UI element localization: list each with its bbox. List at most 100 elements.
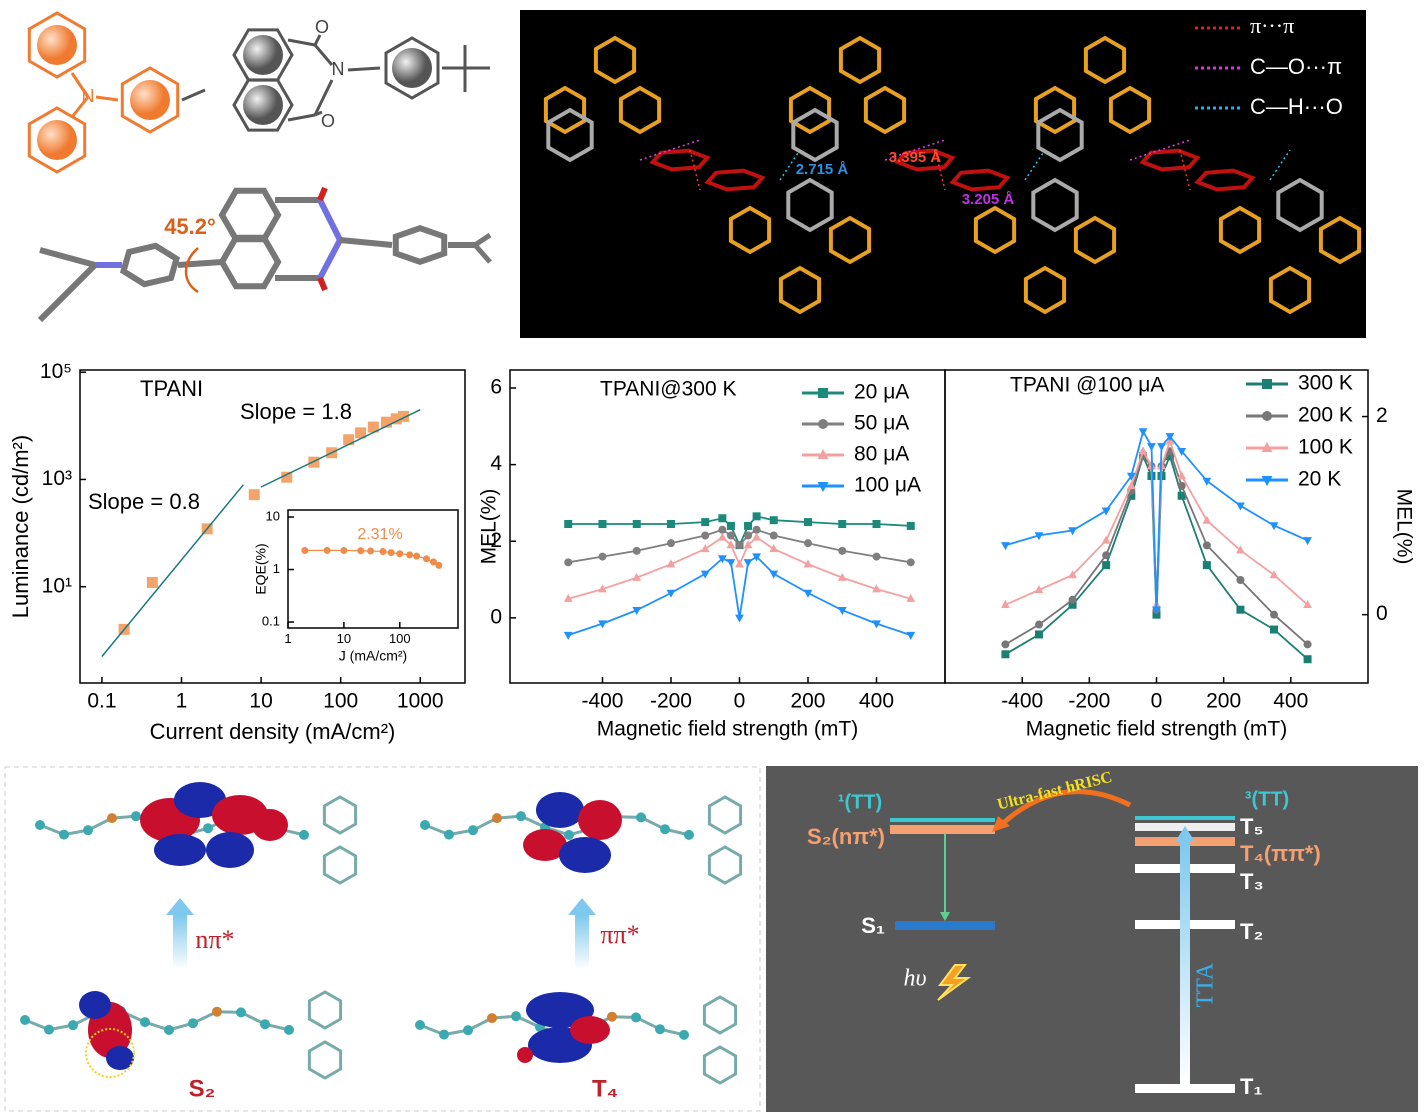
y-axis-label: MEL(%) bbox=[1392, 489, 1415, 565]
inset-background bbox=[288, 510, 458, 628]
annotation: TPANI bbox=[140, 376, 203, 401]
marker bbox=[872, 584, 881, 593]
decoration bbox=[79, 991, 111, 1019]
marker bbox=[752, 525, 761, 534]
decoration bbox=[570, 1016, 610, 1044]
marker bbox=[632, 607, 642, 616]
marker bbox=[666, 539, 675, 548]
marker bbox=[1202, 561, 1211, 570]
decoration bbox=[37, 120, 77, 160]
marker bbox=[726, 540, 736, 549]
decoration bbox=[890, 825, 995, 834]
decoration bbox=[1139, 148, 1201, 172]
decoration bbox=[487, 1013, 497, 1024]
decoration bbox=[206, 832, 254, 868]
y-tick-label: 10⁵ bbox=[40, 360, 72, 383]
marker bbox=[563, 593, 573, 602]
decoration bbox=[322, 795, 358, 835]
level-label: T₂ bbox=[1240, 919, 1263, 944]
distance-label: 3.395 Å bbox=[889, 149, 942, 166]
state-label: S₂ bbox=[189, 1075, 216, 1102]
atom-label: O bbox=[315, 17, 329, 37]
marker bbox=[367, 421, 379, 433]
legend-label: 50 μA bbox=[854, 412, 909, 435]
decoration bbox=[884, 139, 946, 161]
marker bbox=[1177, 481, 1186, 490]
decoration bbox=[307, 1040, 343, 1080]
y-axis-label: EQE(%) bbox=[253, 543, 269, 594]
decoration bbox=[618, 85, 662, 135]
marker bbox=[701, 518, 710, 527]
marker bbox=[1035, 620, 1043, 629]
decoration bbox=[232, 78, 294, 132]
marker bbox=[357, 547, 365, 555]
decoration bbox=[415, 1020, 425, 1030]
marker bbox=[632, 572, 642, 581]
decoration bbox=[260, 1019, 270, 1030]
level-label: T₃ bbox=[1240, 869, 1264, 894]
x-tick-label: -200 bbox=[650, 689, 692, 712]
marker bbox=[743, 559, 753, 568]
distance-label: 3.205 Å bbox=[962, 191, 1015, 208]
legend-label: C—H···O bbox=[1250, 94, 1343, 119]
decoration bbox=[937, 964, 972, 1001]
series-line bbox=[1005, 429, 1308, 610]
decoration bbox=[468, 825, 478, 836]
decoration bbox=[252, 809, 288, 841]
marker bbox=[396, 550, 404, 558]
decoration bbox=[322, 845, 358, 885]
chart-title: TPANI@300 K bbox=[600, 378, 736, 401]
decoration bbox=[1023, 265, 1067, 315]
y-tick-label: 2 bbox=[1376, 404, 1388, 427]
decoration bbox=[543, 85, 587, 135]
x-tick-label: 0 bbox=[734, 689, 746, 712]
marker bbox=[323, 546, 331, 554]
marker bbox=[564, 520, 573, 529]
decoration bbox=[564, 829, 574, 840]
decoration bbox=[473, 243, 492, 264]
decoration bbox=[895, 921, 995, 930]
x-axis-label: J (mA/cm²) bbox=[339, 648, 407, 664]
marker bbox=[1269, 522, 1279, 531]
marker bbox=[735, 559, 744, 568]
decoration bbox=[83, 825, 93, 836]
x-tick-label: 1 bbox=[284, 631, 291, 646]
decoration bbox=[1179, 149, 1191, 191]
marker bbox=[1236, 575, 1245, 584]
marker bbox=[281, 471, 293, 483]
state-label: T₄ bbox=[592, 1075, 618, 1102]
decoration bbox=[39, 247, 96, 268]
decoration bbox=[177, 259, 223, 268]
decoration bbox=[689, 149, 701, 191]
decoration bbox=[284, 1024, 294, 1035]
marker bbox=[598, 584, 607, 593]
decoration bbox=[317, 276, 328, 292]
decoration bbox=[420, 820, 430, 830]
x-tick-label: -400 bbox=[581, 689, 623, 712]
decoration bbox=[1083, 35, 1127, 85]
decoration bbox=[384, 36, 440, 100]
distance-label: 2.715 Å bbox=[796, 161, 849, 178]
decoration bbox=[1218, 205, 1262, 255]
marker bbox=[837, 572, 847, 581]
process-label: TTA bbox=[1193, 962, 1219, 1007]
decoration bbox=[1036, 107, 1084, 163]
marker bbox=[435, 561, 443, 569]
marker bbox=[1303, 599, 1312, 608]
decoration bbox=[516, 811, 526, 822]
decoration bbox=[181, 88, 206, 102]
decoration bbox=[940, 912, 950, 921]
decoration bbox=[992, 816, 1010, 832]
x-axis-label: Current density (mA/cm²) bbox=[150, 719, 396, 744]
decoration bbox=[188, 1018, 198, 1029]
marker bbox=[1068, 527, 1077, 536]
decoration bbox=[998, 789, 1132, 828]
decoration bbox=[44, 1024, 54, 1035]
atom-label: N bbox=[332, 59, 345, 79]
marker bbox=[379, 548, 387, 556]
decoration bbox=[218, 234, 282, 290]
decoration bbox=[679, 1029, 689, 1040]
y-tick-label: 2 bbox=[490, 529, 502, 552]
marker bbox=[1126, 472, 1136, 481]
decoration bbox=[140, 1017, 150, 1028]
